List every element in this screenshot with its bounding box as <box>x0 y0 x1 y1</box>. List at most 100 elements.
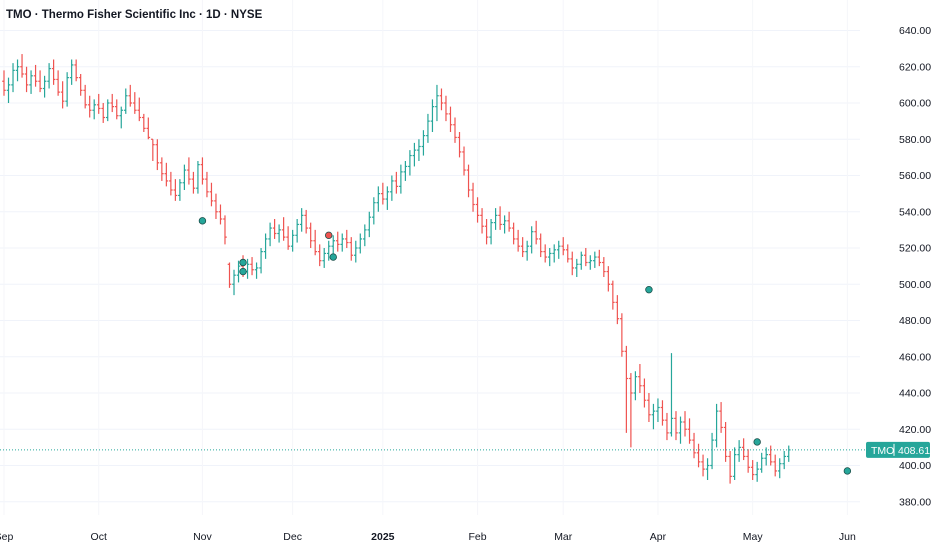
ohlc-bar <box>101 103 106 123</box>
price-tick-label: 380.00 <box>899 496 931 508</box>
ohlc-bar <box>60 81 65 109</box>
ohlc-bar <box>534 220 538 245</box>
ohlc-bar <box>710 432 714 470</box>
ohlc-bar <box>768 445 773 466</box>
time-tick-label: Sep <box>0 531 13 543</box>
ohlc-bar <box>340 233 345 252</box>
ohlc-bar <box>268 222 272 247</box>
ohlc-bar <box>417 139 421 161</box>
ohlc-bar <box>705 458 710 480</box>
ohlc-bar <box>277 224 281 243</box>
price-tick-label: 440.00 <box>899 388 931 400</box>
ohlc-bar <box>335 231 340 252</box>
ohlc-bar <box>326 240 331 261</box>
ohlc-bar <box>583 248 588 267</box>
ohlc-bar <box>656 398 660 422</box>
ohlc-bar <box>385 186 390 210</box>
ohlc-bar <box>498 206 502 230</box>
ohlc-bar <box>574 258 579 277</box>
ohlc-bar <box>669 353 674 437</box>
ohlc-bar <box>128 84 133 107</box>
event-marker[interactable] <box>239 267 247 276</box>
price-tick-label: 620.00 <box>899 61 931 73</box>
ohlc-bar <box>439 88 444 111</box>
ohlc-bar <box>593 251 597 268</box>
ohlc-bar <box>737 440 741 462</box>
ohlc-bar <box>565 244 570 263</box>
ohlc-bar <box>764 447 768 466</box>
ohlc-bar <box>367 211 372 238</box>
ohlc-bars <box>2 54 791 484</box>
time-axis[interactable]: Sep Oct Nov Dec 2025 Feb Mar Apr May Jun <box>0 531 856 543</box>
price-tick-label: 580.00 <box>899 134 931 146</box>
price-tick-label: 560.00 <box>899 170 931 182</box>
ohlc-bar <box>588 255 593 270</box>
ohlc-bar <box>96 93 101 114</box>
last-price-tag-value: 408.61 <box>898 445 930 457</box>
price-tick-label: 400.00 <box>899 460 931 472</box>
ohlc-bar <box>146 117 151 140</box>
ohlc-bar <box>642 378 647 408</box>
ohlc-bar <box>223 215 227 245</box>
ohlc-bar <box>547 248 552 267</box>
ohlc-bar <box>516 229 520 252</box>
ohlc-bar <box>638 364 642 393</box>
ohlc-bar <box>529 226 534 254</box>
time-tick-label: Mar <box>554 531 573 543</box>
price-axis[interactable]: 380.00 400.00 420.00 440.00 460.00 480.00 500.… <box>899 25 931 508</box>
price-tick-label: 500.00 <box>899 279 931 291</box>
chart-grid <box>0 30 860 503</box>
ohlc-bar <box>114 99 119 120</box>
ohlc-bar <box>376 186 381 212</box>
ohlc-bar <box>538 233 543 258</box>
event-marker[interactable] <box>329 253 337 261</box>
event-marker[interactable] <box>239 258 247 267</box>
ohlc-bar <box>331 235 336 254</box>
event-marker[interactable] <box>198 217 207 225</box>
chart-title: TMO · Thermo Fisher Scientific Inc · 1D … <box>6 9 263 21</box>
ohlc-bar <box>399 164 403 194</box>
ohlc-bar <box>92 99 96 120</box>
price-tick-label: 640.00 <box>899 25 931 37</box>
event-marker[interactable] <box>645 285 653 294</box>
ohlc-bar <box>200 157 205 185</box>
ohlc-bar <box>290 229 295 252</box>
ohlc-bar <box>263 233 268 259</box>
ohlc-bar <box>462 146 466 176</box>
ohlc-bar <box>692 432 696 459</box>
ohlc-bar <box>403 161 408 181</box>
ohlc-bar <box>2 70 6 96</box>
event-marker[interactable] <box>753 438 761 446</box>
ohlc-bar <box>155 139 160 171</box>
ohlc-bar <box>286 226 290 250</box>
ohlc-bar <box>777 458 782 479</box>
price-tick-label: 520.00 <box>899 243 931 255</box>
ohlc-bar <box>11 63 15 93</box>
ohlc-bar <box>457 132 462 158</box>
ohlc-bar <box>137 97 142 122</box>
ohlc-bar <box>570 251 575 276</box>
ohlc-bar <box>782 451 787 470</box>
time-tick-label: Apr <box>650 531 667 543</box>
ohlc-bar <box>489 219 493 245</box>
ohlc-bar <box>602 257 606 277</box>
ohlc-bar <box>372 197 376 225</box>
event-marker[interactable] <box>325 231 333 240</box>
ohlc-bar <box>353 240 358 263</box>
ohlc-bar <box>87 95 92 118</box>
ohlc-bar <box>33 64 38 87</box>
ohlc-bar <box>218 204 223 225</box>
ohlc-bar <box>421 130 426 156</box>
ohlc-bar <box>615 295 620 325</box>
ohlc-bar <box>651 403 656 430</box>
ohlc-bar <box>412 142 417 167</box>
ohlc-bar <box>187 157 191 185</box>
ohlc-bar <box>507 211 511 232</box>
ohlc-bar <box>435 84 439 122</box>
price-tick-label: 460.00 <box>899 351 931 363</box>
event-marker[interactable] <box>843 467 852 475</box>
ohlc-bar <box>466 164 471 198</box>
ohlc-bar <box>191 171 196 194</box>
ohlc-bar <box>683 411 687 437</box>
